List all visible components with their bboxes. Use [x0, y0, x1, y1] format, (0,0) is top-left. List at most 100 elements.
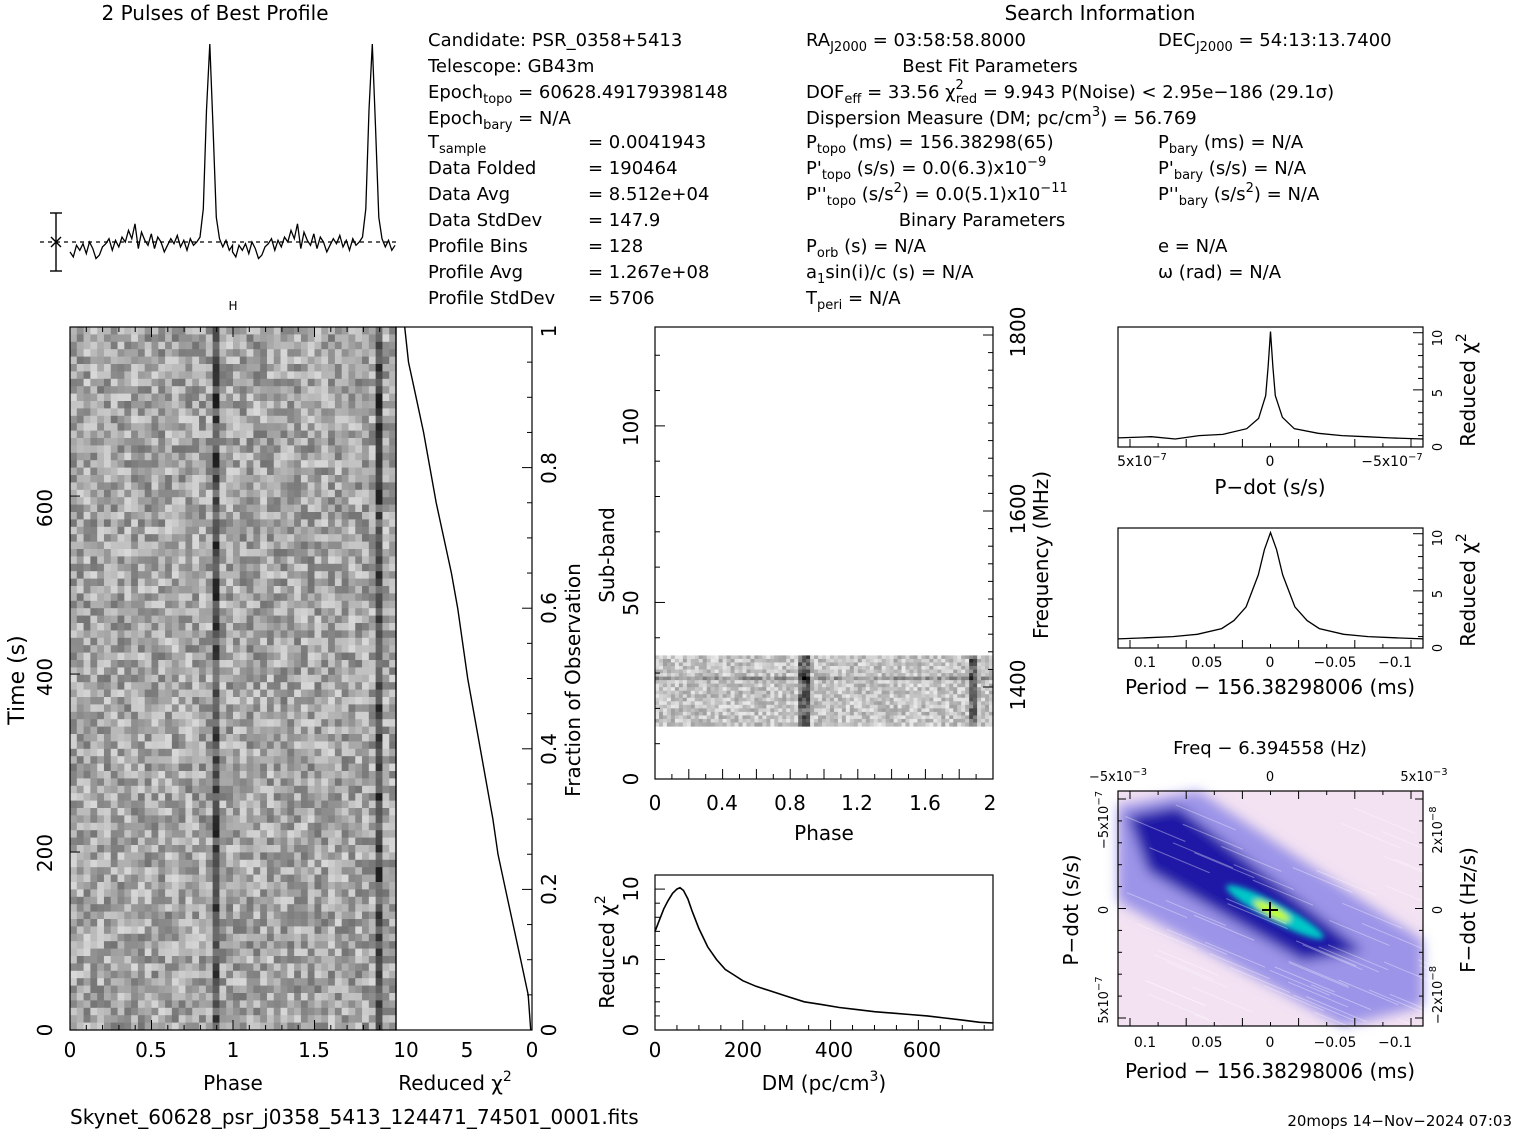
- time-phase-cell: [199, 408, 207, 417]
- time-phase-cell: [219, 497, 227, 506]
- time-phase-cell: [375, 970, 384, 979]
- time-phase-cell: [382, 800, 390, 809]
- time-phase-cell: [151, 830, 159, 839]
- time-phase-cell: [348, 452, 356, 461]
- time-phase-cell: [355, 859, 363, 868]
- time-phase-cell: [90, 571, 98, 580]
- time-phase-cell: [389, 430, 397, 439]
- time-phase-cell: [368, 985, 377, 994]
- time-phase-cell: [70, 504, 78, 513]
- time-phase-cell: [328, 1007, 336, 1016]
- time-phase-cell: [368, 793, 377, 802]
- time-phase-cell: [300, 704, 309, 713]
- time-phase-cell: [260, 637, 268, 646]
- time-phase-cell: [273, 1015, 282, 1024]
- time-phase-cell: [355, 697, 363, 705]
- time-phase-cell: [389, 1015, 397, 1024]
- fc-xtick-1: 5: [461, 1038, 474, 1062]
- time-phase-cell: [110, 600, 119, 609]
- time-phase-cell: [382, 1022, 390, 1031]
- time-phase-cell: [158, 652, 166, 661]
- time-phase-cell: [199, 467, 207, 476]
- time-phase-cell: [348, 956, 356, 964]
- time-phase-cell: [368, 541, 377, 550]
- subband-cell: [702, 666, 708, 671]
- time-phase-cell: [294, 600, 302, 609]
- time-phase-cell: [165, 489, 173, 498]
- subband-cell: [845, 658, 851, 664]
- time-phase-cell: [90, 667, 98, 676]
- time-phase-cell: [76, 371, 85, 380]
- time-phase-cell: [205, 793, 214, 802]
- time-phase-cell: [368, 778, 377, 787]
- eccentricity-line: e = N/A: [1158, 236, 1228, 257]
- time-phase-cell: [294, 652, 302, 661]
- time-phase-cell: [158, 859, 166, 868]
- time-phase-cell: [124, 526, 132, 535]
- time-phase-cell: [70, 512, 78, 520]
- time-phase-cell: [219, 541, 227, 550]
- time-phase-cell: [158, 334, 166, 343]
- time-phase-cell: [287, 1000, 295, 1009]
- time-phase-cell: [266, 623, 275, 631]
- time-phase-cell: [253, 660, 261, 668]
- subband-cell: [786, 662, 791, 667]
- time-phase-cell: [151, 763, 159, 772]
- time-phase-cell: [233, 793, 241, 802]
- time-phase-cell: [83, 452, 91, 461]
- time-phase-cell: [341, 608, 350, 617]
- time-phase-cell: [260, 504, 268, 513]
- time-phase-cell: [382, 889, 390, 898]
- time-phase-cell: [273, 615, 282, 624]
- time-phase-cell: [294, 445, 302, 454]
- time-phase-cell: [355, 793, 363, 802]
- time-phase-cell: [233, 830, 241, 839]
- time-phase-cell: [368, 364, 377, 372]
- time-phase-cell: [348, 674, 356, 683]
- subband-cell: [841, 662, 847, 667]
- time-phase-cell: [144, 460, 153, 469]
- time-phase-cell: [341, 1000, 350, 1009]
- time-phase-cell: [280, 482, 288, 491]
- time-phase-cell: [185, 682, 193, 691]
- time-phase-cell: [151, 645, 159, 654]
- time-phase-cell: [389, 674, 397, 683]
- time-phase-cell: [314, 423, 322, 432]
- subband-cell: [929, 658, 934, 664]
- time-phase-cell: [355, 771, 363, 779]
- time-phase-cell: [233, 393, 241, 402]
- time-phase-cell: [205, 660, 214, 668]
- time-phase-cell: [151, 364, 159, 372]
- time-phase-cell: [280, 460, 288, 469]
- time-phase-cell: [294, 578, 302, 587]
- time-phase-cell: [355, 704, 363, 713]
- time-phase-cell: [226, 771, 234, 779]
- time-phase-cell: [253, 430, 261, 439]
- time-phase-cell: [124, 445, 132, 454]
- time-phase-cell: [226, 1015, 234, 1024]
- time-phase-cell: [328, 504, 336, 513]
- time-phase-cell: [273, 993, 282, 1001]
- time-phase-cell: [124, 408, 132, 417]
- time-phase-cell: [341, 808, 350, 816]
- subband-cell: [881, 655, 887, 660]
- time-phase-cell: [294, 549, 302, 557]
- time-phase-cell: [389, 423, 397, 432]
- time-phase-cell: [83, 874, 91, 883]
- time-phase-cell: [192, 748, 200, 757]
- time-phase-cell: [124, 430, 132, 439]
- time-phase-cell: [280, 793, 288, 802]
- time-phase-cell: [205, 334, 214, 343]
- time-phase-cell: [76, 467, 85, 476]
- time-phase-cell: [90, 371, 98, 380]
- subband-cell: [694, 658, 700, 664]
- time-phase-cell: [321, 541, 329, 550]
- time-phase-cell: [103, 475, 112, 483]
- time-phase-cell: [239, 859, 248, 868]
- time-phase-cell: [165, 978, 173, 987]
- time-phase-cell: [212, 711, 221, 720]
- time-phase-cell: [294, 778, 302, 787]
- time-phase-cell: [246, 615, 254, 624]
- time-phase-cell: [375, 689, 384, 698]
- time-phase-cell: [287, 926, 295, 935]
